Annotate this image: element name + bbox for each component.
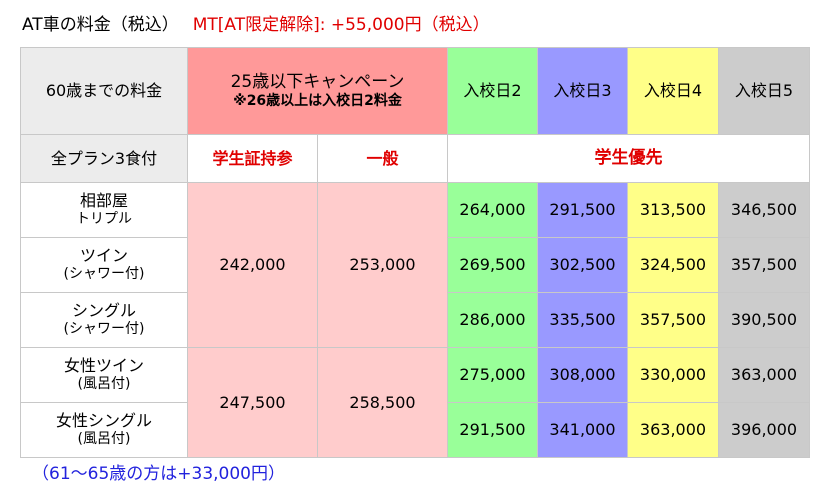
price-table: 60歳までの料金 25歳以下キャンペーン ※26歳以上は入校日2料金 入校日2 …: [20, 47, 811, 458]
student-priority-header: 学生優先: [447, 134, 811, 183]
room-type-name: 女性シングル: [55, 411, 152, 431]
campaign-note: ※26歳以上は入校日2料金: [233, 92, 402, 109]
title-mt-surcharge: MT[AT限定解除]: +55,000円（税込）: [192, 15, 490, 35]
price-cell: 335,500: [537, 292, 629, 348]
price-cell: 363,000: [718, 347, 811, 403]
room-type-label: 女性ツイン (風呂付): [20, 347, 188, 403]
room-type-label: 女性シングル (風呂付): [20, 402, 188, 458]
title-main: AT車の料金（税込）: [22, 15, 179, 35]
price-cell: 324,500: [627, 237, 720, 293]
meal-plan-label: 全プラン3食付: [20, 134, 188, 183]
age-header: 60歳までの料金: [20, 47, 188, 135]
price-cell: 396,000: [718, 402, 811, 458]
day3-header: 入校日3: [537, 47, 629, 135]
price-cell: 330,000: [627, 347, 720, 403]
room-type-name: 相部屋: [79, 191, 128, 211]
room-type-name: 女性ツイン: [63, 356, 144, 376]
price-cell: 269,500: [447, 237, 539, 293]
room-type-sub: (シャワー付): [63, 321, 145, 338]
header-row-1: 60歳までの料金 25歳以下キャンペーン ※26歳以上は入校日2料金 入校日2 …: [20, 47, 811, 135]
day4-header: 入校日4: [627, 47, 720, 135]
price-cell: 346,500: [718, 182, 811, 238]
price-cell: 341,000: [537, 402, 629, 458]
student-id-header: 学生証持参: [187, 134, 318, 183]
price-cell: 357,500: [718, 237, 811, 293]
day2-header: 入校日2: [447, 47, 539, 135]
room-type-name: シングル: [71, 301, 136, 321]
table-row: ツイン (シャワー付) 269,500 302,500 324,500 357,5…: [20, 237, 811, 293]
general-price-cell: 258,500: [316, 347, 449, 458]
price-cell: 291,500: [537, 182, 629, 238]
room-type-name: ツイン: [79, 246, 128, 266]
page-title: AT車の料金（税込） MT[AT限定解除]: +55,000円（税込）: [22, 10, 490, 35]
room-type-label: シングル (シャワー付): [20, 292, 188, 348]
price-cell: 357,500: [627, 292, 720, 348]
table-row: 相部屋 トリプル 242,000 253,000 264,000 291,500 …: [20, 182, 811, 348]
room-type-sub: (風呂付): [77, 376, 131, 393]
senior-surcharge-note: （61～65歳の方は+33,000円）: [32, 464, 285, 484]
price-cell: 390,500: [718, 292, 811, 348]
student-price-cell: 242,000: [187, 182, 318, 348]
table-row: シングル (シャワー付) 286,000 335,500 357,500 390,…: [20, 292, 811, 348]
price-cell: 363,000: [627, 402, 720, 458]
table-row: 女性シングル (風呂付) 291,500 341,000 363,000 396,…: [20, 402, 811, 458]
room-type-label: 相部屋 トリプル: [20, 182, 188, 238]
price-cell: 275,000: [447, 347, 539, 403]
price-cell: 286,000: [447, 292, 539, 348]
general-header: 一般: [316, 134, 449, 183]
campaign-header: 25歳以下キャンペーン ※26歳以上は入校日2料金: [186, 47, 449, 135]
day5-header: 入校日5: [718, 47, 811, 135]
room-type-sub: (シャワー付): [63, 266, 145, 283]
campaign-title: 25歳以下キャンペーン: [230, 71, 405, 92]
header-row-2: 全プラン3食付 学生証持参 一般 学生優先: [20, 134, 811, 183]
price-cell: 302,500: [537, 237, 629, 293]
price-cell: 308,000: [537, 347, 629, 403]
table-row: 女性ツイン (風呂付) 247,500 258,500 275,000 308,0…: [20, 347, 811, 458]
room-type-sub: (風呂付): [77, 431, 131, 448]
price-cell: 291,500: [447, 402, 539, 458]
general-price-cell: 253,000: [316, 182, 449, 348]
student-price-cell: 247,500: [187, 347, 318, 458]
room-type-sub: トリプル: [76, 211, 132, 228]
room-type-label: ツイン (シャワー付): [20, 237, 188, 293]
price-cell: 313,500: [627, 182, 720, 238]
price-cell: 264,000: [447, 182, 539, 238]
